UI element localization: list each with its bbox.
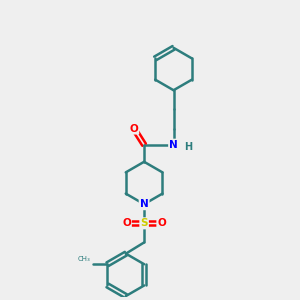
Text: O: O bbox=[158, 218, 166, 228]
Text: O: O bbox=[122, 218, 131, 228]
Text: CH₃: CH₃ bbox=[78, 256, 91, 262]
Text: N: N bbox=[140, 199, 148, 209]
Text: N: N bbox=[169, 140, 178, 150]
Text: H: H bbox=[184, 142, 192, 152]
Text: O: O bbox=[129, 124, 138, 134]
Text: S: S bbox=[140, 218, 148, 228]
